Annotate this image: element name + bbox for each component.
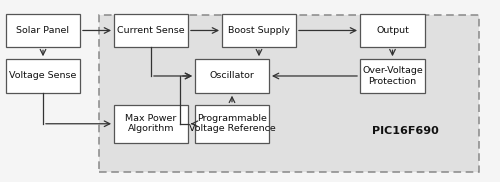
Bar (222, 14, 296, 47)
Bar (360, 59, 425, 93)
Text: Voltage Sense: Voltage Sense (10, 72, 76, 80)
Text: Programmable
Voltage Reference: Programmable Voltage Reference (188, 114, 276, 133)
Text: Over-Voltage
Protection: Over-Voltage Protection (362, 66, 423, 86)
Bar (6, 59, 80, 93)
Bar (195, 59, 269, 93)
Text: Solar Panel: Solar Panel (16, 26, 70, 35)
Bar (6, 14, 80, 47)
Text: Boost Supply: Boost Supply (228, 26, 290, 35)
Bar (360, 14, 425, 47)
Text: Output: Output (376, 26, 409, 35)
Text: Max Power
Algorithm: Max Power Algorithm (126, 114, 176, 133)
Text: Current Sense: Current Sense (117, 26, 185, 35)
Bar (114, 14, 188, 47)
Text: PIC16F690: PIC16F690 (372, 126, 438, 136)
Bar (99, 15, 479, 172)
Text: Oscillator: Oscillator (210, 72, 254, 80)
Bar (195, 105, 269, 143)
Bar (114, 105, 188, 143)
